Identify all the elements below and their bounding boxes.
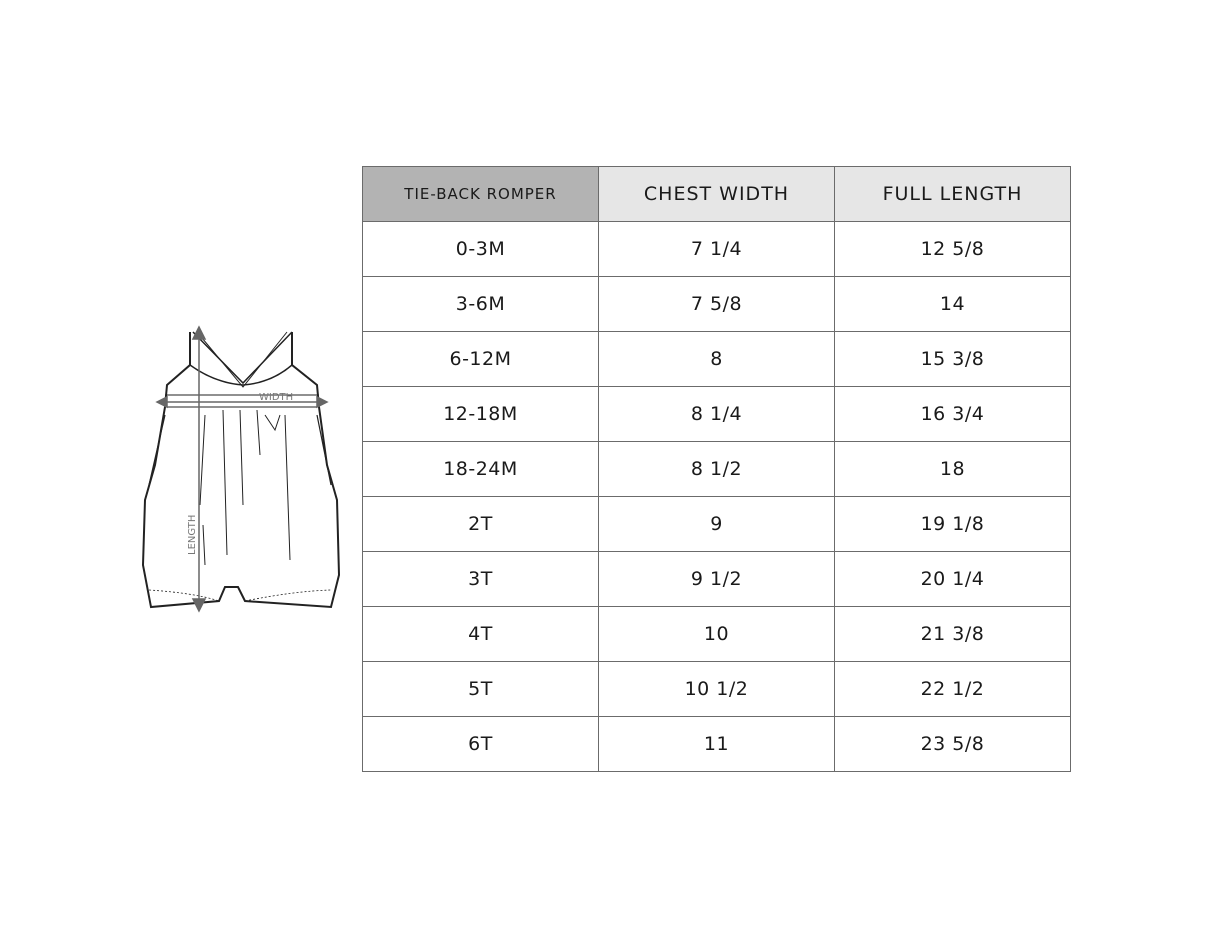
header-row: TIE-BACK ROMPER CHEST WIDTH FULL LENGTH [362, 166, 1071, 222]
chest-width-cell: 8 [598, 331, 835, 387]
size-cell: 3-6M [362, 276, 599, 332]
size-cell: 12-18M [362, 386, 599, 442]
full-length-cell: 21 3/8 [834, 606, 1071, 662]
header-product: TIE-BACK ROMPER [362, 166, 599, 222]
table-row: 2T 9 19 1/8 [362, 496, 1071, 552]
size-cell: 0-3M [362, 221, 599, 277]
size-cell: 6-12M [362, 331, 599, 387]
table-row: 12-18M 8 1/4 16 3/4 [362, 386, 1071, 442]
table-row: 4T 10 21 3/8 [362, 606, 1071, 662]
romper-illustration: WIDTH LENGTH [141, 325, 341, 613]
table-row: 6T 11 23 5/8 [362, 716, 1071, 772]
full-length-cell: 12 5/8 [834, 221, 1071, 277]
table-row: 3T 9 1/2 20 1/4 [362, 551, 1071, 607]
length-label: LENGTH [187, 515, 198, 555]
full-length-cell: 19 1/8 [834, 496, 1071, 552]
chest-width-cell: 7 1/4 [598, 221, 835, 277]
header-full-length: FULL LENGTH [834, 166, 1071, 222]
size-cell: 3T [362, 551, 599, 607]
table-row: 0-3M 7 1/4 12 5/8 [362, 221, 1071, 277]
full-length-cell: 23 5/8 [834, 716, 1071, 772]
full-length-cell: 20 1/4 [834, 551, 1071, 607]
chest-width-cell: 10 [598, 606, 835, 662]
table-row: 18-24M 8 1/2 18 [362, 441, 1071, 497]
full-length-cell: 22 1/2 [834, 661, 1071, 717]
size-cell: 4T [362, 606, 599, 662]
table-row: 5T 10 1/2 22 1/2 [362, 661, 1071, 717]
table-row: 6-12M 8 15 3/8 [362, 331, 1071, 387]
chest-width-cell: 8 1/2 [598, 441, 835, 497]
full-length-cell: 14 [834, 276, 1071, 332]
size-cell: 2T [362, 496, 599, 552]
width-label: WIDTH [259, 392, 293, 403]
size-cell: 18-24M [362, 441, 599, 497]
measure-arrows [155, 325, 329, 613]
full-length-cell: 18 [834, 441, 1071, 497]
chest-width-cell: 8 1/4 [598, 386, 835, 442]
table-row: 3-6M 7 5/8 14 [362, 276, 1071, 332]
size-cell: 6T [362, 716, 599, 772]
romper-outline [141, 331, 341, 609]
size-chart-table: TIE-BACK ROMPER CHEST WIDTH FULL LENGTH … [362, 166, 1071, 772]
chest-width-cell: 9 1/2 [598, 551, 835, 607]
header-chest-width: CHEST WIDTH [598, 166, 835, 222]
full-length-cell: 16 3/4 [834, 386, 1071, 442]
full-length-cell: 15 3/8 [834, 331, 1071, 387]
chest-width-cell: 10 1/2 [598, 661, 835, 717]
chest-width-cell: 9 [598, 496, 835, 552]
size-cell: 5T [362, 661, 599, 717]
chest-width-cell: 11 [598, 716, 835, 772]
chest-width-cell: 7 5/8 [598, 276, 835, 332]
